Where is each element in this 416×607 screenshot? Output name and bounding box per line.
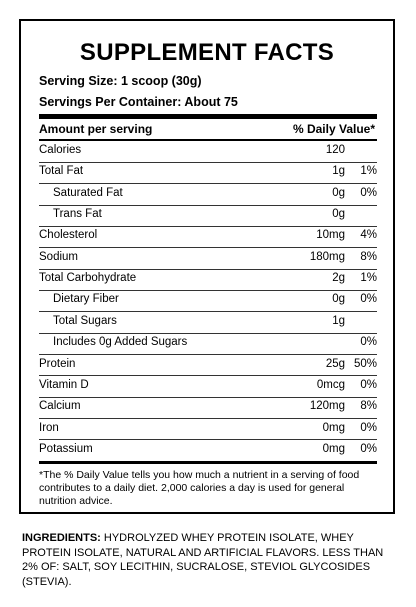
nutrient-name: Saturated Fat: [53, 186, 123, 199]
row-rule: [39, 247, 377, 249]
nutrient-name: Cholesterol: [39, 229, 98, 242]
facts-panel: SUPPLEMENT FACTS Serving Size: 1 scoop (…: [19, 19, 395, 514]
nutrient-daily-value: 0%: [360, 293, 377, 306]
nutrient-name: Iron: [39, 421, 59, 434]
daily-value-header: % Daily Value*: [292, 122, 375, 136]
nutrient-amount: 0mcg: [316, 378, 345, 391]
header-rule: [39, 139, 377, 141]
nutrient-row: Dietary Fiber 0g 0%: [39, 290, 377, 311]
nutrient-amount: 2g: [332, 272, 345, 285]
nutrient-amount: 0mg: [322, 442, 345, 455]
nutrient-name: Includes 0g Added Sugars: [53, 336, 188, 349]
nutrient-amount: 1g: [332, 314, 345, 327]
nutrient-row: Cholesterol 10mg 4%: [39, 226, 377, 247]
nutrient-name: Calories: [39, 144, 82, 156]
nutrient-amount: 120: [325, 144, 345, 156]
row-rule: [39, 204, 377, 206]
row-rule: [39, 183, 377, 185]
serving-size: Serving Size: 1 scoop (30g): [39, 74, 202, 88]
nutrient-daily-value: 1%: [360, 272, 377, 285]
panel-title: SUPPLEMENT FACTS: [79, 39, 335, 66]
nutrient-row: Protein 25g 50%: [39, 355, 377, 376]
row-rule: [39, 268, 377, 270]
nutrient-daily-value: 0%: [360, 378, 377, 391]
nutrient-row: Includes 0g Added Sugars 0%: [39, 333, 377, 354]
nutrient-amount: 10mg: [316, 229, 345, 242]
ingredients-label: INGREDIENTS:: [22, 532, 101, 544]
amount-header: Amount per serving: [39, 122, 153, 136]
nutrient-row: Calcium 120mg 8%: [39, 397, 377, 418]
nutrient-row: Sodium 180mg 8%: [39, 248, 377, 269]
nutrient-amount: 0g: [332, 293, 345, 306]
thick-rule: [39, 461, 377, 465]
nutrient-row: Total Carbohydrate 2g 1%: [39, 269, 377, 290]
nutrient-daily-value: 50%: [353, 357, 377, 370]
row-rule: [39, 354, 377, 355]
row-rule: [39, 418, 377, 420]
ingredients-text: HYDROLYZED WHEY PROTEIN ISOLATE, WHEY PR…: [22, 532, 384, 588]
nutrient-row: Total Fat 1g 1%: [39, 162, 377, 183]
nutrient-name: Sodium: [39, 250, 78, 263]
nutrient-name: Dietary Fiber: [53, 293, 119, 306]
nutrient-daily-value: 4%: [360, 229, 377, 242]
nutrient-name: Total Sugars: [53, 314, 117, 327]
nutrient-row: Vitamin D 0mcg 0%: [39, 376, 377, 397]
nutrient-amount: 0g: [332, 186, 345, 199]
thick-rule: [39, 114, 377, 119]
nutrient-daily-value: 0%: [360, 442, 377, 455]
nutrient-name: Potassium: [39, 442, 93, 455]
nutrient-amount: 25g: [325, 357, 345, 370]
row-rule: [39, 332, 377, 334]
nutrient-daily-value: 0%: [360, 421, 377, 434]
row-rule: [39, 396, 377, 398]
nutrient-amount: 180mg: [309, 250, 345, 263]
nutrient-name: Protein: [39, 357, 76, 370]
row-rule: [39, 225, 377, 227]
nutrient-amount: 1g: [332, 165, 345, 178]
nutrient-row: Iron 0mg 0%: [39, 419, 377, 440]
row-rule: [39, 161, 377, 163]
nutrient-daily-value: 0%: [360, 186, 377, 199]
row-rule: [39, 439, 377, 441]
ingredients: INGREDIENTS: HYDROLYZED WHEY PROTEIN ISO…: [22, 531, 400, 589]
nutrient-name: Vitamin D: [39, 378, 89, 391]
nutrient-daily-value: 8%: [360, 400, 377, 413]
nutrient-row: Total Sugars 1g: [39, 312, 377, 333]
row-rule: [39, 289, 377, 291]
nutrient-amount: 120mg: [309, 400, 345, 413]
nutrient-row: Trans Fat 0g: [39, 205, 377, 226]
nutrient-amount: 0mg: [322, 421, 345, 434]
nutrient-row: Saturated Fat 0g 0%: [39, 184, 377, 205]
servings-per-container: Servings Per Container: About 75: [39, 95, 238, 109]
nutrient-row: Calories 120: [39, 141, 377, 162]
nutrient-name: Calcium: [39, 400, 81, 413]
nutrient-daily-value: 8%: [360, 250, 377, 263]
nutrient-amount: 0g: [332, 208, 345, 221]
nutrient-daily-value: 1%: [360, 165, 377, 178]
row-rule: [39, 375, 377, 377]
row-rule: [39, 311, 377, 313]
nutrient-row: Potassium 0mg 0%: [39, 440, 377, 461]
footnote: *The % Daily Value tells you how much a …: [39, 469, 360, 507]
nutrient-name: Total Fat: [39, 165, 84, 178]
nutrient-name: Trans Fat: [53, 208, 102, 221]
nutrient-daily-value: 0%: [360, 336, 377, 349]
nutrient-name: Total Carbohydrate: [39, 272, 137, 285]
